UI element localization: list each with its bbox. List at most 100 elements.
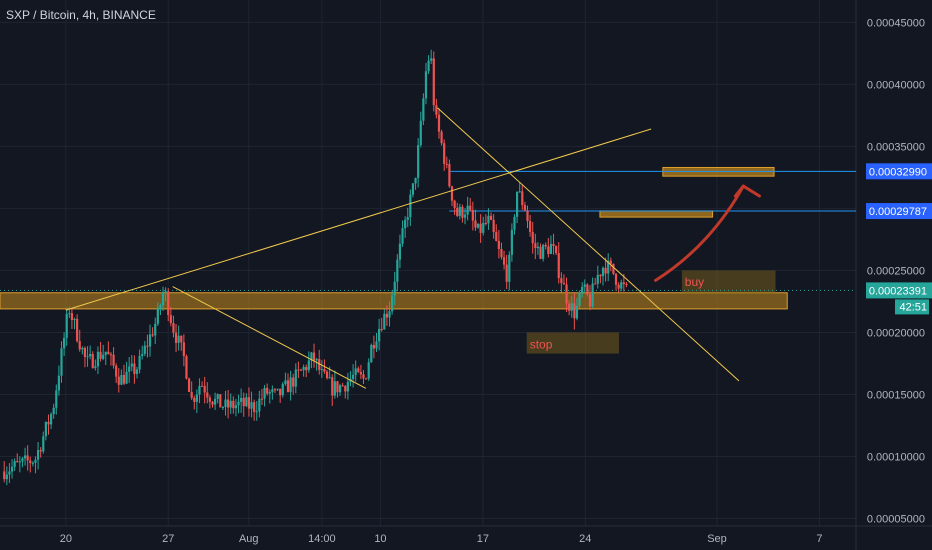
- candle-body: [586, 284, 589, 295]
- price-label-box: [866, 163, 932, 180]
- candle-body: [430, 58, 433, 61]
- candle-body: [214, 398, 217, 405]
- candle-body: [198, 385, 201, 395]
- candle-body: [437, 114, 441, 132]
- candle-body: [161, 292, 165, 306]
- candle-body: [367, 362, 370, 379]
- candle-body: [502, 257, 506, 265]
- trendline[interactable]: [172, 286, 367, 389]
- candle-body: [57, 375, 60, 391]
- candle-body: [341, 385, 344, 387]
- candle-body: [518, 191, 521, 193]
- candle-body: [63, 337, 66, 349]
- candle-body: [573, 303, 576, 319]
- candle-body: [44, 421, 47, 437]
- candle-body: [174, 332, 178, 343]
- candle-body: [299, 369, 303, 371]
- candle-body: [445, 163, 448, 165]
- candle-body: [588, 294, 592, 307]
- candle-body: [115, 365, 118, 377]
- candle-body: [357, 368, 360, 373]
- candle-body: [297, 369, 300, 371]
- candle-body: [534, 243, 537, 249]
- candle-body: [60, 348, 63, 376]
- candle-body: [531, 231, 534, 244]
- candle-body: [552, 243, 555, 247]
- candle-body: [450, 186, 454, 201]
- arrow-head: [733, 184, 761, 198]
- candle-body: [380, 328, 383, 330]
- candle-body: [172, 323, 175, 333]
- candle-body: [211, 401, 214, 405]
- candle-body: [247, 397, 251, 409]
- candle-body: [435, 105, 438, 115]
- candle-body: [510, 229, 513, 255]
- candle-body: [354, 368, 357, 375]
- candle-body: [219, 394, 222, 408]
- price-label-text: 0.00029787: [869, 206, 927, 218]
- price-label-text: 0.00023391: [869, 285, 927, 297]
- candle-body: [122, 375, 126, 384]
- candle-body: [10, 466, 14, 472]
- candle-body: [148, 334, 152, 347]
- zone-target: [599, 210, 714, 218]
- candle-body: [286, 380, 290, 393]
- countdown-label: 42:51: [899, 301, 927, 313]
- candle-body: [515, 191, 519, 217]
- y-tick-label: 0.00020000: [867, 327, 925, 339]
- candle-body: [281, 383, 284, 396]
- candle-body: [372, 344, 376, 349]
- candle-body: [104, 351, 107, 355]
- candle-body: [320, 369, 323, 371]
- candle-body: [216, 394, 219, 399]
- candle-body: [398, 243, 402, 260]
- arrow-shaft[interactable]: [654, 184, 745, 282]
- candle-body: [526, 210, 529, 222]
- candle-body: [328, 377, 331, 379]
- candle-body: [52, 407, 55, 415]
- candle-body: [594, 283, 597, 285]
- candle-body: [112, 354, 115, 366]
- countdown-box: [895, 299, 929, 315]
- candle-body: [18, 461, 21, 463]
- candle-body: [70, 313, 74, 321]
- x-tick-label: Sep: [707, 533, 727, 545]
- price-label-text: 0.00032990: [869, 166, 927, 178]
- candle-body: [323, 369, 326, 372]
- candle-body: [156, 307, 159, 324]
- candle-body: [601, 267, 605, 277]
- candle-body: [432, 58, 435, 106]
- candle-body: [234, 405, 238, 409]
- y-tick-label: 0.00015000: [867, 390, 925, 402]
- candle-body: [159, 305, 162, 308]
- trendline[interactable]: [65, 128, 652, 311]
- candle-body: [5, 474, 8, 480]
- candle-body: [458, 206, 461, 216]
- y-tick-label: 0.00040000: [867, 79, 925, 91]
- candle-body: [385, 313, 389, 318]
- candle-body: [388, 311, 391, 318]
- y-tick-label: 0.00035000: [867, 141, 925, 153]
- candle-body: [151, 334, 154, 336]
- candle-body: [409, 194, 412, 218]
- candle-body: [466, 205, 469, 215]
- annotation-buy: buy: [685, 275, 704, 289]
- candle-body: [229, 400, 232, 408]
- candle-body: [255, 411, 258, 413]
- candle-body: [279, 388, 282, 396]
- candle-body: [289, 377, 292, 393]
- candle-body: [492, 219, 495, 232]
- candle-body: [55, 390, 58, 408]
- candle-body: [568, 303, 571, 311]
- price-label-box: [866, 203, 932, 220]
- candle-body: [68, 313, 71, 315]
- trendline[interactable]: [437, 107, 740, 382]
- candle-body: [471, 210, 474, 221]
- candle-body: [575, 305, 579, 319]
- candle-body: [65, 314, 68, 338]
- candle-body: [177, 335, 180, 343]
- candle-body: [39, 450, 42, 452]
- candle-body: [325, 371, 329, 379]
